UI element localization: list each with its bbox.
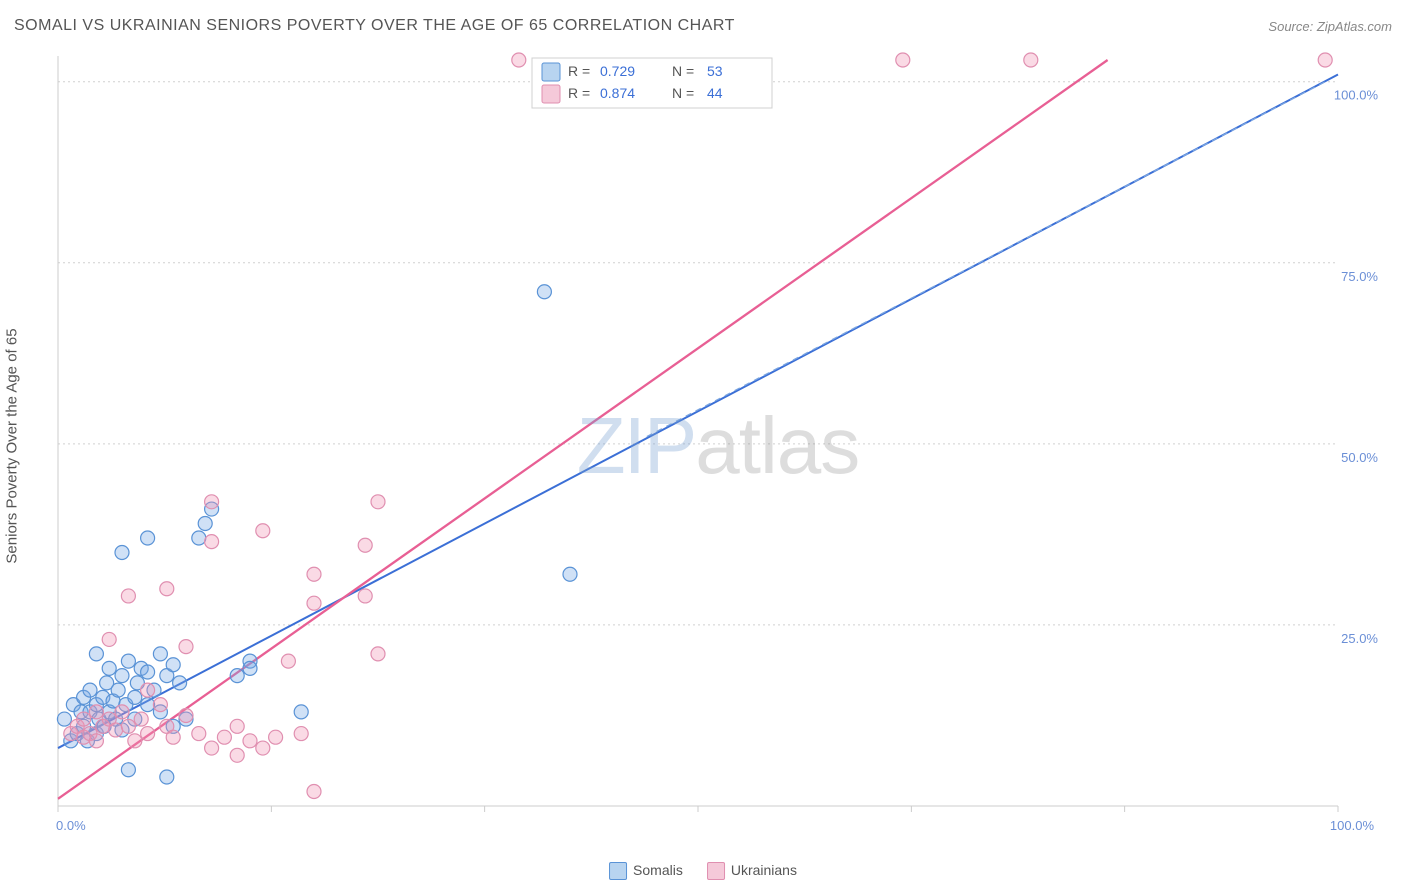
source-value: ZipAtlas.com [1317,19,1392,34]
svg-text:R =: R = [568,85,590,101]
source-label: Source: [1268,19,1313,34]
svg-text:N =: N = [672,63,694,79]
chart-title: SOMALI VS UKRAINIAN SENIORS POVERTY OVER… [14,17,735,35]
legend-item-somalis: Somalis [609,862,683,880]
svg-text:N =: N = [672,85,694,101]
svg-text:0.729: 0.729 [600,63,635,79]
legend-swatch-ukrainians [707,862,725,880]
svg-text:R =: R = [568,63,590,79]
legend-bottom: Somalis Ukrainians [609,862,797,880]
legend-label-somalis: Somalis [633,862,683,878]
source-attribution: Source: ZipAtlas.com [1268,19,1392,34]
chart-header: SOMALI VS UKRAINIAN SENIORS POVERTY OVER… [14,14,1392,38]
scatter-plot: 25.0% 50.0% 75.0% 100.0% 0.0% 100.0% R = 0.729 N… [50,50,1386,842]
legend-swatch-somalis [609,862,627,880]
plot-svg: 25.0% 50.0% 75.0% 100.0% 0.0% 100.0% R = 0.729 N… [50,50,1386,842]
svg-text:53: 53 [707,63,723,79]
legend-item-ukrainians: Ukrainians [707,862,797,880]
svg-text:44: 44 [707,85,723,101]
svg-text:0.0%: 0.0% [56,818,86,833]
svg-text:25.0%: 25.0% [1341,631,1378,646]
svg-text:75.0%: 75.0% [1341,269,1378,284]
svg-text:100.0%: 100.0% [1334,88,1379,103]
svg-text:0.874: 0.874 [600,85,635,101]
svg-text:50.0%: 50.0% [1341,450,1378,465]
y-axis-title: Seniors Poverty Over the Age of 65 [4,328,21,563]
legend-label-ukrainians: Ukrainians [731,862,797,878]
svg-text:100.0%: 100.0% [1330,818,1375,833]
